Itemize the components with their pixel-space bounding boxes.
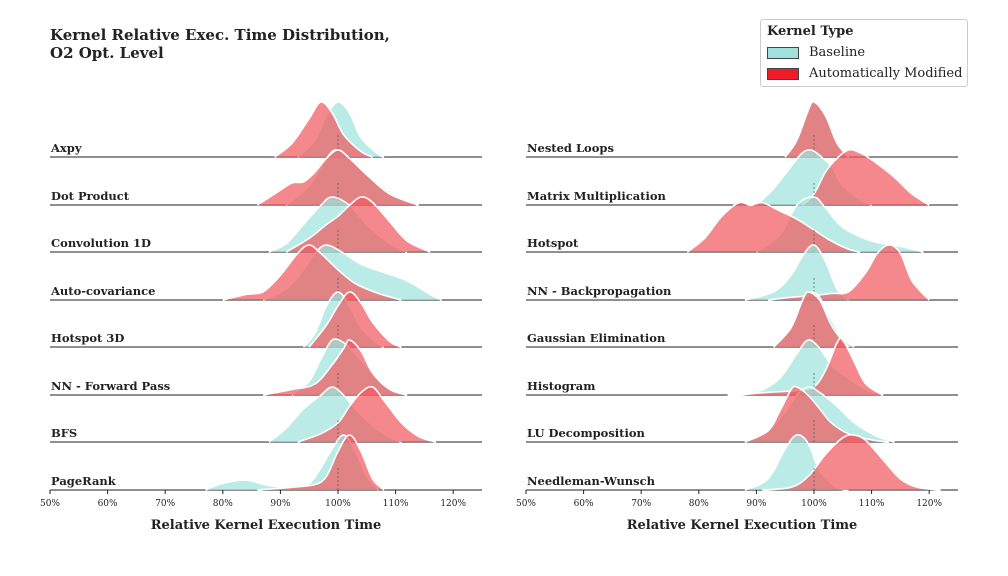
x-tick-label-1-6: 110% — [859, 499, 885, 509]
modified-outline-1-1 — [801, 148, 930, 206]
row-label-1-6: LU Decomposition — [527, 426, 646, 440]
row-label-1-5: Histogram — [527, 379, 595, 393]
row-label-1-4: Gaussian Elimination — [527, 331, 666, 345]
legend-label-baseline: Baseline — [809, 45, 866, 60]
x-tick-label-0-3: 80% — [213, 499, 233, 509]
modified-area-0-1 — [257, 150, 419, 205]
legend-item-baseline: Baseline — [767, 45, 865, 60]
modified-outline-1-5 — [739, 337, 884, 396]
modified-outline-0-1 — [256, 149, 419, 206]
legend: Kernel Type Baseline Automatically Modif… — [760, 19, 968, 87]
modified-area-1-0 — [785, 101, 849, 157]
row-label-0-4: Hotspot 3D — [51, 331, 124, 345]
modified-outline-1-2 — [686, 201, 861, 253]
x-axis-label-1: Relative Kernel Execution Time — [627, 518, 858, 533]
baseline-outline-0-5 — [291, 338, 408, 396]
modified-area-1-6 — [744, 386, 889, 442]
chart-title-line-2: O2 Opt. Level — [50, 44, 164, 62]
x-tick-label-1-7: 120% — [916, 499, 942, 509]
row-label-0-3: Auto-covariance — [50, 284, 155, 298]
legend-item-modified: Automatically Modified — [767, 66, 962, 81]
modified-area-1-3 — [767, 245, 930, 300]
modified-area-0-4 — [309, 291, 402, 347]
row-label-1-0: Nested Loops — [527, 141, 614, 155]
modified-outline-0-3 — [222, 244, 402, 301]
row-label-0-6: BFS — [51, 426, 77, 440]
baseline-outline-1-3 — [744, 244, 850, 301]
modified-area-0-0 — [274, 101, 373, 157]
modified-area-1-4 — [773, 292, 849, 347]
x-tick-label-0-1: 60% — [98, 499, 118, 509]
chart-title: Kernel Relative Exec. Time Distribution,… — [50, 26, 390, 62]
modified-outline-0-4 — [308, 291, 402, 348]
x-tick-label-0-0: 50% — [40, 499, 60, 509]
legend-title: Kernel Type — [767, 24, 854, 39]
legend-swatch-modified — [767, 67, 799, 80]
modified-area-0-7 — [257, 435, 385, 490]
modified-area-0-3 — [222, 245, 402, 300]
x-tick-label-1-1: 60% — [574, 499, 594, 509]
legend-swatch-baseline — [767, 46, 799, 59]
modified-area-1-7 — [762, 434, 941, 490]
x-tick-label-0-5: 100% — [325, 499, 351, 509]
legend-label-modified: Automatically Modified — [809, 66, 963, 81]
row-label-0-2: Convolution 1D — [51, 236, 151, 250]
row-label-1-1: Matrix Multiplication — [527, 189, 667, 203]
modified-area-1-2 — [687, 202, 861, 252]
x-tick-label-0-6: 110% — [383, 499, 409, 509]
modified-outline-0-7 — [257, 434, 385, 491]
x-tick-label-1-0: 50% — [516, 499, 536, 509]
x-tick-label-1-4: 90% — [746, 499, 766, 509]
modified-area-0-5 — [263, 339, 408, 395]
row-label-0-7: PageRank — [51, 474, 117, 488]
row-label-0-1: Dot Product — [51, 189, 130, 203]
modified-area-1-1 — [802, 149, 930, 205]
x-tick-label-0-7: 120% — [440, 499, 466, 509]
baseline-area-1-3 — [744, 244, 849, 300]
row-label-1-2: Hotspot — [527, 236, 579, 250]
modified-outline-1-0 — [784, 101, 850, 158]
modified-area-1-5 — [739, 338, 884, 395]
row-label-1-3: NN - Backpropagation — [527, 284, 672, 298]
row-label-1-7: Needleman-Wunsch — [527, 474, 656, 488]
modified-outline-1-7 — [762, 433, 941, 491]
modified-outline-0-2 — [285, 196, 431, 253]
modified-outline-0-6 — [297, 385, 437, 443]
chart-title-line-1: Kernel Relative Exec. Time Distribution, — [50, 26, 390, 44]
x-tick-label-0-4: 90% — [270, 499, 290, 509]
row-label-0-0: Axpy — [50, 141, 82, 155]
row-label-0-5: NN - Forward Pass — [51, 379, 170, 393]
x-tick-label-1-5: 100% — [801, 499, 827, 509]
modified-outline-0-0 — [274, 101, 373, 158]
modified-area-0-2 — [286, 196, 431, 252]
x-axis-label-0: Relative Kernel Execution Time — [151, 518, 382, 533]
x-tick-label-0-2: 70% — [155, 499, 175, 509]
x-tick-label-1-2: 70% — [631, 499, 651, 509]
x-tick-label-1-3: 80% — [689, 499, 709, 509]
modified-outline-0-5 — [262, 339, 408, 396]
